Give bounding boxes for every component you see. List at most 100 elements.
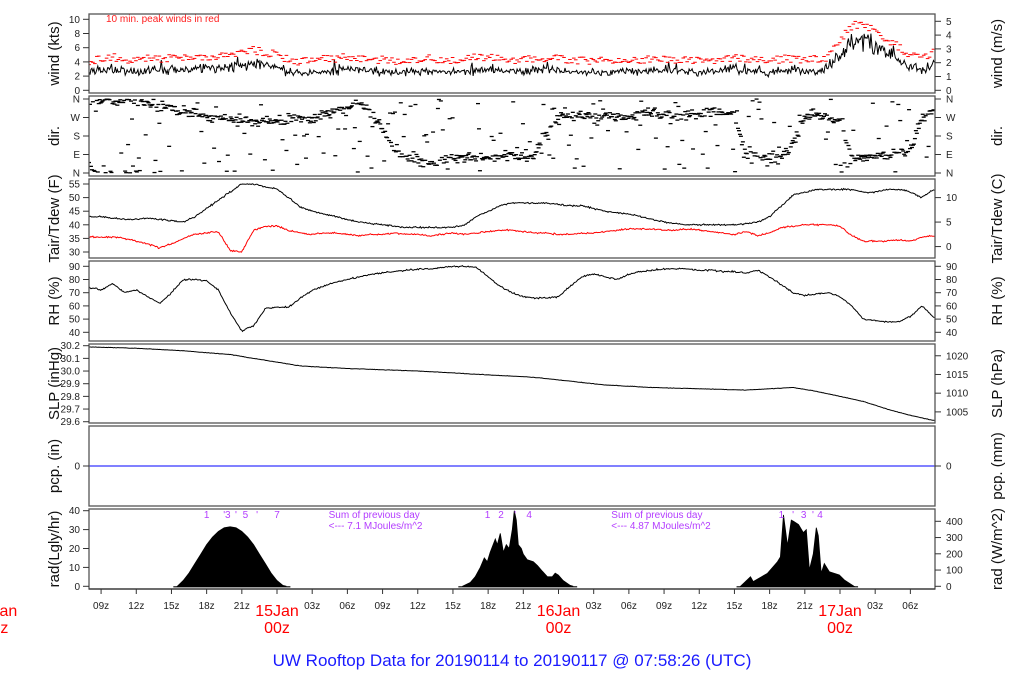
x-tick-label: 18z xyxy=(762,601,778,612)
sun-hour-mark: 4 xyxy=(817,510,823,521)
day-time-label: 00z xyxy=(827,620,853,637)
wind-left-axis-title: wind (kts) xyxy=(46,21,63,86)
rad-wm2-tick-label: 100 xyxy=(946,566,963,577)
daily-sum-value: <--- 4.87 MJoules/m^2 xyxy=(611,521,711,532)
temp-f-tick-label: 50 xyxy=(69,193,81,204)
slp-hpa-tick-label: 1005 xyxy=(946,407,969,418)
rad-wm2-tick-label: 300 xyxy=(946,533,963,544)
rh-right-tick-label: 90 xyxy=(946,262,958,273)
x-tick-label: 09z xyxy=(375,601,391,612)
sun-hour-mark: 1 xyxy=(779,510,785,521)
wind-panel-frame xyxy=(88,13,936,94)
dir-plot-group xyxy=(89,98,935,174)
day-time-label: 00z xyxy=(0,620,8,637)
rh-right-tick-label: 80 xyxy=(946,275,958,286)
sun-hour-mark: 7 xyxy=(274,510,280,521)
x-tick-label: 21z xyxy=(797,601,813,612)
slp-left-axis-title: SLP (inHg) xyxy=(46,347,63,420)
sun-hour-mark: ' xyxy=(792,510,794,521)
slp-right-axis-title: SLP (hPa) xyxy=(989,349,1006,418)
rad-lgly-tick-label: 40 xyxy=(69,506,81,517)
daily-sum-value: <--- 7.1 MJoules/m^2 xyxy=(329,521,423,532)
rh-right-tick-label: 40 xyxy=(946,328,958,339)
wind-kts-tick-label: 8 xyxy=(74,29,80,40)
wind-right-axis-title: wind (m/s) xyxy=(989,19,1006,89)
rad-lgly-tick-label: 0 xyxy=(74,582,80,593)
temp-c-tick-label: 0 xyxy=(946,242,952,253)
x-tick-label: 06z xyxy=(339,601,355,612)
rh-left-tick-label: 50 xyxy=(69,315,81,326)
x-tick-label: 21z xyxy=(515,601,531,612)
pcp-right-axis-title: pcp. (mm) xyxy=(989,432,1006,500)
slp-inhg-tick-label: 29.8 xyxy=(61,392,81,403)
wind-plot-group xyxy=(89,20,935,79)
wind-kts-tick-label: 2 xyxy=(74,72,80,83)
sun-hour-mark: ' xyxy=(223,510,225,521)
x-tick-label: 15z xyxy=(445,601,461,612)
x-tick-label: 03z xyxy=(867,601,883,612)
rad-lgly-tick-label: 20 xyxy=(69,544,81,555)
rad-wm2-tick-label: 200 xyxy=(946,549,963,560)
pcp-in-tick-label: 0 xyxy=(74,462,80,473)
rh-left-tick-label: 90 xyxy=(69,262,81,273)
temp-c-tick-label: 5 xyxy=(946,218,952,229)
dir-left-axis-title: dir. xyxy=(46,126,63,146)
rh-right-tick-label: 50 xyxy=(946,315,958,326)
dir-left-tick-label: S xyxy=(73,132,80,143)
temp-f-tick-label: 55 xyxy=(69,180,81,191)
rh-right-axis-title: RH (%) xyxy=(989,276,1006,325)
dir-left-tick-label: W xyxy=(71,113,81,124)
day-time-label: 00z xyxy=(264,620,290,637)
sun-hour-mark: ' xyxy=(235,510,237,521)
day-label: 14Jan xyxy=(0,603,17,620)
rad-wm2-tick-label: 0 xyxy=(946,582,952,593)
x-tick-label: 06z xyxy=(621,601,637,612)
x-tick-label: 12z xyxy=(128,601,144,612)
sun-hour-mark: 4 xyxy=(526,510,532,521)
x-tick-label: 06z xyxy=(902,601,918,612)
wind-kts-tick-label: 6 xyxy=(74,43,80,54)
wind-ms-tick-label: 2 xyxy=(946,58,952,69)
dir-right-tick-label: W xyxy=(946,113,956,124)
x-tick-label: 12z xyxy=(691,601,707,612)
temp-right-axis-title: Tair/Tdew (C) xyxy=(989,173,1006,263)
dir-panel-frame xyxy=(88,95,936,177)
wind-ms-tick-label: 4 xyxy=(946,31,952,42)
relative-humidity-line xyxy=(89,264,935,333)
rh-right-tick-label: 60 xyxy=(946,301,958,312)
rad-plot-group xyxy=(173,510,859,588)
x-tick-label: 21z xyxy=(234,601,250,612)
chart-title: UW Rooftop Data for 20190114 to 20190117… xyxy=(273,651,752,670)
slp-inhg-tick-label: 29.9 xyxy=(61,379,81,390)
sun-hour-mark: ' xyxy=(812,510,814,521)
peak-wind-note: 10 min. peak winds in red xyxy=(106,14,219,25)
wind-ms-tick-label: 1 xyxy=(946,72,952,83)
slp-inhg-tick-label: 30.2 xyxy=(61,341,81,352)
slp-hpa-tick-label: 1015 xyxy=(946,370,969,381)
rad-lgly-tick-label: 10 xyxy=(69,563,81,574)
rad-wm2-tick-label: 400 xyxy=(946,517,963,528)
temp-left-axis-title: Tair/Tdew (F) xyxy=(46,174,63,262)
dewpoint-line xyxy=(89,223,935,253)
x-tick-label: 18z xyxy=(480,601,496,612)
rh-left-axis-title: RH (%) xyxy=(46,276,63,325)
daily-sum-label: Sum of previous day xyxy=(329,510,420,521)
sun-hour-mark: 1 xyxy=(204,510,210,521)
x-tick-label: 15z xyxy=(726,601,742,612)
x-tick-label: 09z xyxy=(656,601,672,612)
slp-inhg-tick-label: 29.6 xyxy=(61,417,81,428)
slp-plot-group xyxy=(89,346,935,421)
rh-left-tick-label: 80 xyxy=(69,275,81,286)
day-time-label: 00z xyxy=(546,620,572,637)
sun-hour-mark: 2 xyxy=(498,510,504,521)
dir-right-axis-title: dir. xyxy=(989,126,1006,146)
sun-hour-mark: ' xyxy=(256,510,258,521)
pcp-left-axis-title: pcp. (in) xyxy=(46,439,63,493)
rad-right-axis-title: rad (W/m^2) xyxy=(989,508,1006,590)
sea-level-pressure-line xyxy=(89,346,935,421)
solar-radiation-area xyxy=(176,526,287,587)
plot-layer xyxy=(89,20,935,588)
temp-f-tick-label: 45 xyxy=(69,207,81,218)
